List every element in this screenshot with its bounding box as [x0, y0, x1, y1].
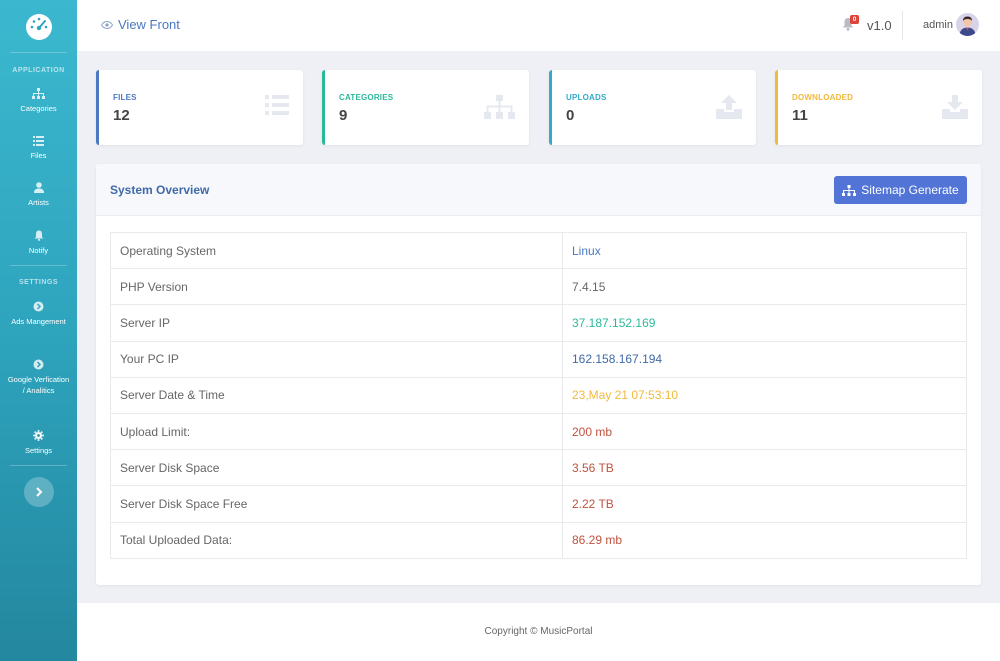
avatar[interactable] [956, 13, 979, 36]
chevron-right-icon [36, 487, 43, 497]
row-value: 86.29 mb [562, 521, 967, 559]
dashboard-gauge-logo-icon[interactable] [24, 12, 54, 42]
sidebar: APPLICATION Categories Files Artists Not… [0, 0, 77, 661]
upload-icon [716, 95, 742, 124]
circle-arrow-icon [33, 301, 44, 312]
sidebar-divider [10, 465, 67, 466]
sidebar-item-settings[interactable]: Settings [0, 430, 77, 456]
download-icon [942, 95, 968, 124]
sidebar-item-label: Artists [28, 198, 49, 207]
row-key: Server Disk Space [110, 449, 563, 487]
card-accent-bar [96, 70, 99, 145]
view-front-link[interactable]: View Front [101, 17, 180, 32]
list-icon [265, 95, 289, 120]
notification-count-badge: 0 [850, 15, 859, 24]
stat-card-uploads[interactable]: UPLOADS 0 [549, 70, 756, 145]
sidebar-item-label: Google Verfication / Analitics [7, 375, 70, 395]
user-icon [33, 182, 44, 193]
row-value: 37.187.152.169 [562, 304, 967, 342]
notification-bell-button[interactable]: 0 [842, 15, 859, 36]
system-info-table: Operating System Linux PHP Version 7.4.15 Se… [110, 231, 967, 559]
row-key: Server Date & Time [110, 376, 563, 414]
card-accent-bar [775, 70, 778, 145]
card-label: FILES [113, 93, 137, 102]
card-label: CATEGORIES [339, 93, 394, 102]
table-row: Server Date & Time 23,May 21 07:53:10 [110, 376, 967, 414]
table-row: Operating System Linux [110, 231, 967, 270]
table-row: Upload Limit: 200 mb [110, 412, 967, 451]
panel-title: System Overview [110, 183, 210, 197]
table-row: PHP Version 7.4.15 [110, 268, 967, 306]
sitemap-icon [842, 184, 857, 196]
stat-card-categories[interactable]: CATEGORIES 9 [322, 70, 529, 145]
footer: Copyright © MusicPortal [77, 603, 1000, 661]
row-value: 3.56 TB [562, 449, 967, 487]
card-value: 11 [792, 107, 808, 124]
eye-icon [101, 20, 113, 29]
sidebar-heading-settings: SETTINGS [18, 279, 58, 286]
sidebar-item-label: Ads Mangement [11, 317, 66, 326]
sidebar-divider [10, 265, 67, 266]
sidebar-item-notify[interactable]: Notify [0, 230, 77, 256]
row-key: Upload Limit: [110, 412, 563, 451]
top-header: View Front 0 v1.0 admin [77, 0, 1000, 51]
sitemap-icon [484, 95, 515, 124]
card-value: 0 [566, 107, 575, 124]
stat-card-downloaded[interactable]: DOWNLOADED 11 [775, 70, 982, 145]
table-row: Total Uploaded Data: 86.29 mb [110, 521, 967, 559]
row-value: 2.22 TB [562, 485, 967, 523]
row-key: Operating System [110, 231, 563, 270]
row-key: Total Uploaded Data: [110, 521, 563, 559]
sitemap-icon [32, 88, 45, 99]
table-row: Your PC IP 162.158.167.194 [110, 340, 967, 378]
system-overview-panel: System Overview Sitemap Generate Operati… [96, 164, 981, 585]
row-value: 23,May 21 07:53:10 [562, 376, 967, 414]
card-accent-bar [549, 70, 552, 145]
sidebar-toggle-button[interactable] [24, 477, 54, 507]
sitemap-generate-label: Sitemap Generate [861, 183, 959, 197]
card-label: UPLOADS [566, 93, 607, 102]
user-name[interactable]: admin [923, 19, 953, 31]
row-key: Server IP [110, 304, 563, 342]
bell-icon [34, 230, 43, 241]
sidebar-item-files[interactable]: Files [0, 136, 77, 161]
row-value: Linux [562, 231, 967, 270]
row-value: 200 mb [562, 412, 967, 451]
sidebar-item-categories[interactable]: Categories [0, 88, 77, 114]
sidebar-item-ads-management[interactable]: Ads Mangement [0, 301, 77, 327]
view-front-label: View Front [118, 17, 180, 32]
sidebar-item-label: Notify [28, 246, 49, 255]
card-label: DOWNLOADED [792, 93, 854, 102]
sidebar-item-label: Categories [20, 104, 57, 113]
row-key: PHP Version [110, 268, 563, 306]
gear-icon [33, 430, 44, 441]
header-divider [902, 11, 903, 40]
sidebar-item-label: Settings [24, 446, 53, 455]
sidebar-item-label: Files [30, 151, 47, 160]
table-row: Server IP 37.187.152.169 [110, 304, 967, 342]
row-value: 162.158.167.194 [562, 340, 967, 378]
sidebar-item-google-verification[interactable]: Google Verfication / Analitics [0, 359, 77, 396]
sidebar-heading-application: APPLICATION [12, 67, 65, 74]
sitemap-generate-button[interactable]: Sitemap Generate [834, 176, 967, 204]
row-value: 7.4.15 [562, 268, 967, 306]
copyright-text: Copyright © MusicPortal [484, 626, 593, 637]
card-value: 12 [113, 107, 130, 124]
list-icon [33, 136, 44, 146]
circle-arrow-icon [33, 359, 44, 370]
sidebar-item-artists[interactable]: Artists [0, 182, 77, 208]
row-key: Your PC IP [110, 340, 563, 378]
sidebar-divider [10, 52, 67, 53]
card-value: 9 [339, 107, 348, 124]
table-row: Server Disk Space 3.56 TB [110, 449, 967, 487]
stat-card-files[interactable]: FILES 12 [96, 70, 303, 145]
table-row: Server Disk Space Free 2.22 TB [110, 485, 967, 523]
panel-header: System Overview Sitemap Generate [96, 164, 981, 216]
version-label: v1.0 [867, 18, 892, 33]
card-accent-bar [322, 70, 325, 145]
row-key: Server Disk Space Free [110, 485, 563, 523]
